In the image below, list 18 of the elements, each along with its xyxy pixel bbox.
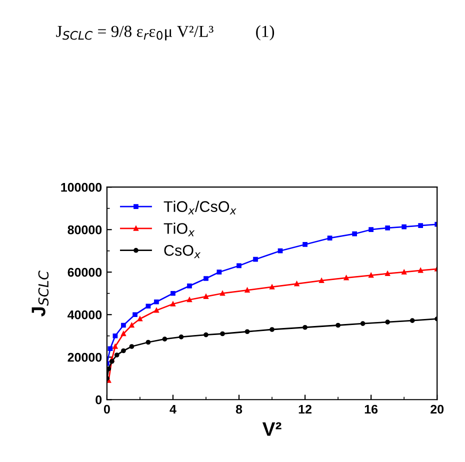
legend-label: TiO$_{x}$ — [164, 222, 195, 236]
legend-label: CsO$_{x}$ — [164, 245, 201, 258]
y-tick-label: 20000 — [68, 352, 102, 362]
x-tick-label: 4 — [170, 404, 176, 414]
y-tick-label: 80000 — [68, 225, 102, 234]
x-tick-label: 20 — [430, 404, 444, 414]
x-tick-label: 0 — [104, 404, 110, 414]
y-tick-label: 60000 — [68, 268, 102, 277]
x-tick-label: 8 — [236, 404, 242, 414]
x-tick-label: 12 — [298, 404, 312, 414]
y-axis-title: J$_{SCLC}$ — [32, 270, 49, 317]
y-tick-label: 40000 — [68, 310, 102, 320]
x-tick-label: 16 — [364, 404, 378, 414]
text: J$_{SCLC}$ = 9/8 ε$_{r}$ε$_{0}$μ V²/L³ (1) — [56, 25, 274, 40]
x-axis-title: V² — [262, 422, 282, 436]
legend-label: TiO$_{x}$/CsO$_{x}$ — [164, 200, 236, 214]
y-tick-label: 100000 — [61, 182, 102, 192]
y-tick-label: 0 — [96, 395, 102, 404]
